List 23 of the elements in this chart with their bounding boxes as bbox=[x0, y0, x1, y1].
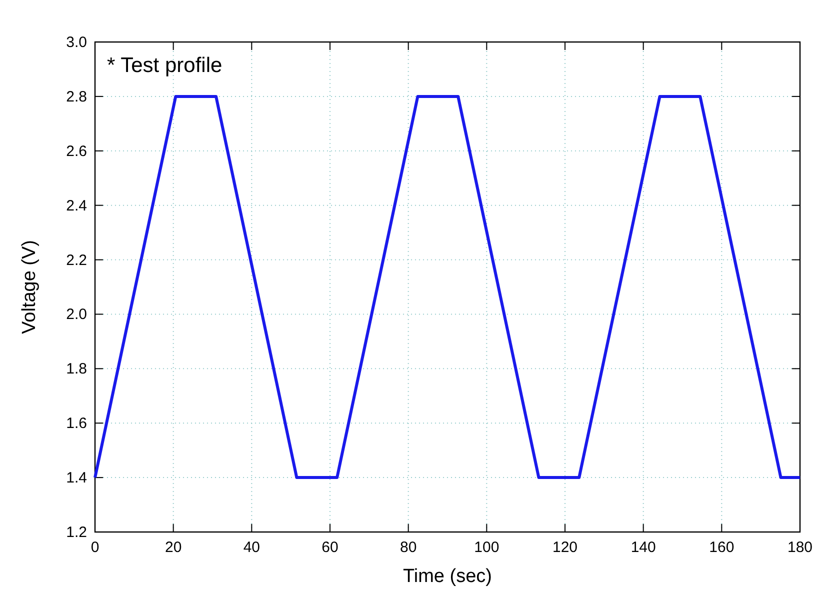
y-tick-label: 2.6 bbox=[66, 142, 87, 160]
annotation: * Test profile bbox=[107, 54, 222, 77]
x-tick-label: 100 bbox=[474, 539, 500, 556]
x-tick-label: 140 bbox=[630, 539, 656, 556]
y-tick-label: 2.8 bbox=[66, 88, 87, 106]
y-tick-label: 1.8 bbox=[66, 360, 87, 378]
y-axis-title: Voltage (V) bbox=[19, 240, 40, 334]
y-tick-label: 3.0 bbox=[66, 34, 87, 51]
x-tick-label: 40 bbox=[243, 539, 260, 556]
x-tick-label: 160 bbox=[709, 539, 734, 556]
x-tick-label: 60 bbox=[322, 539, 338, 556]
y-tick-label: 2.2 bbox=[66, 252, 87, 269]
y-tick-label: 2.4 bbox=[66, 197, 87, 214]
x-tick-label: 180 bbox=[787, 539, 813, 556]
x-tick-label: 80 bbox=[400, 539, 417, 556]
y-tick-label: 2.0 bbox=[66, 306, 87, 324]
y-tick-label: 1.2 bbox=[66, 524, 87, 541]
y-tick-label: 1.6 bbox=[66, 415, 87, 432]
x-tick-label: 20 bbox=[164, 539, 182, 556]
x-tick-label: 120 bbox=[552, 539, 578, 556]
x-axis-title: Time (sec) bbox=[402, 566, 492, 587]
x-tick-label: 0 bbox=[90, 539, 100, 556]
y-tick-label: 1.4 bbox=[66, 470, 87, 487]
